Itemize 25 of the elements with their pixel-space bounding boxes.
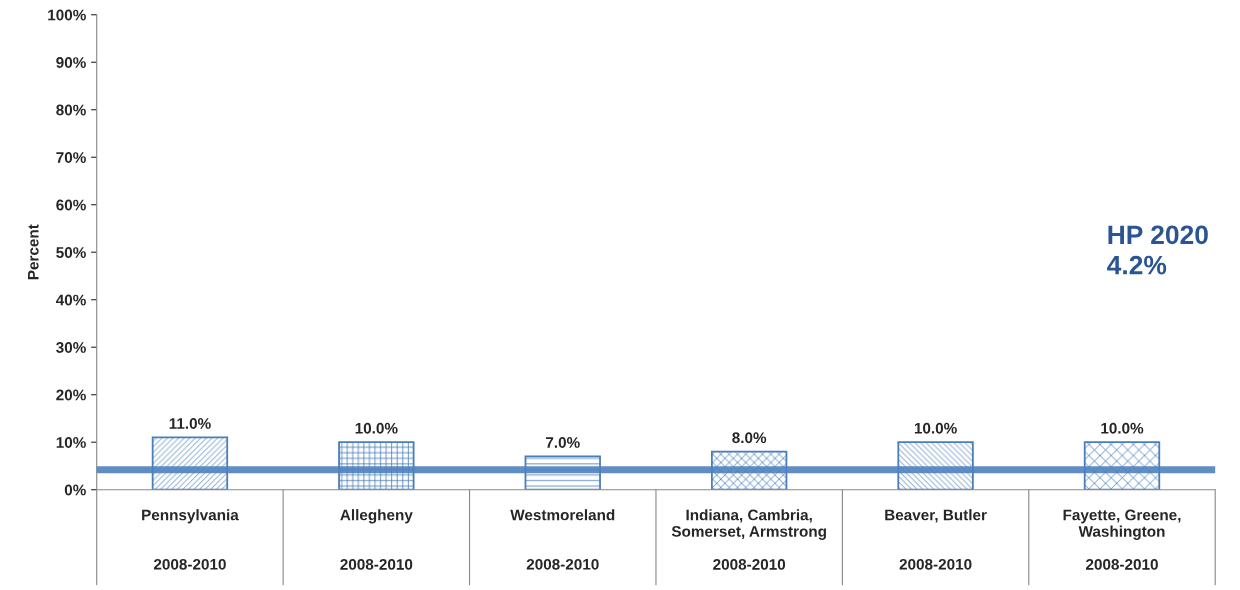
data-label: 11.0% [169,418,211,429]
y-tick-label: 100% [48,9,86,21]
y-tick-label: 90% [56,57,86,68]
y-tick-label: 30% [56,342,86,353]
annotation: HP 2020 4.2% [1107,225,1208,275]
y-axis-title: Percent [27,224,39,280]
category-label: Beaver, Butler 2008-2010 [885,509,987,570]
y-tick-label: 40% [55,294,86,306]
category-label: Indiana, Cambria, Somerset, Armstrong 2008-2010 [671,509,826,570]
y-tick-label: 50% [56,247,86,258]
y-tick-label: 0% [64,484,86,496]
data-label: 8.0% [732,432,767,444]
y-tick-label: 10% [56,437,86,448]
category-label: Pennsylvania 2008-2010 [142,509,239,570]
category-label: Allegheny 2008-2010 [340,509,413,570]
category-label: Westmoreland 2008-2010 [510,509,615,570]
data-label: 7.0% [546,437,580,448]
data-label: 10.0% [1101,422,1144,434]
y-tick-label: 20% [56,389,86,401]
data-label: 10.0% [355,422,398,434]
y-tick-label: 60% [56,199,86,211]
data-label: 10.0% [914,422,957,434]
y-tick-label: 70% [56,152,86,163]
y-tick-label: 80% [56,104,86,116]
category-label: Fayette, Greene, Washington 2008-2010 [1063,509,1181,570]
